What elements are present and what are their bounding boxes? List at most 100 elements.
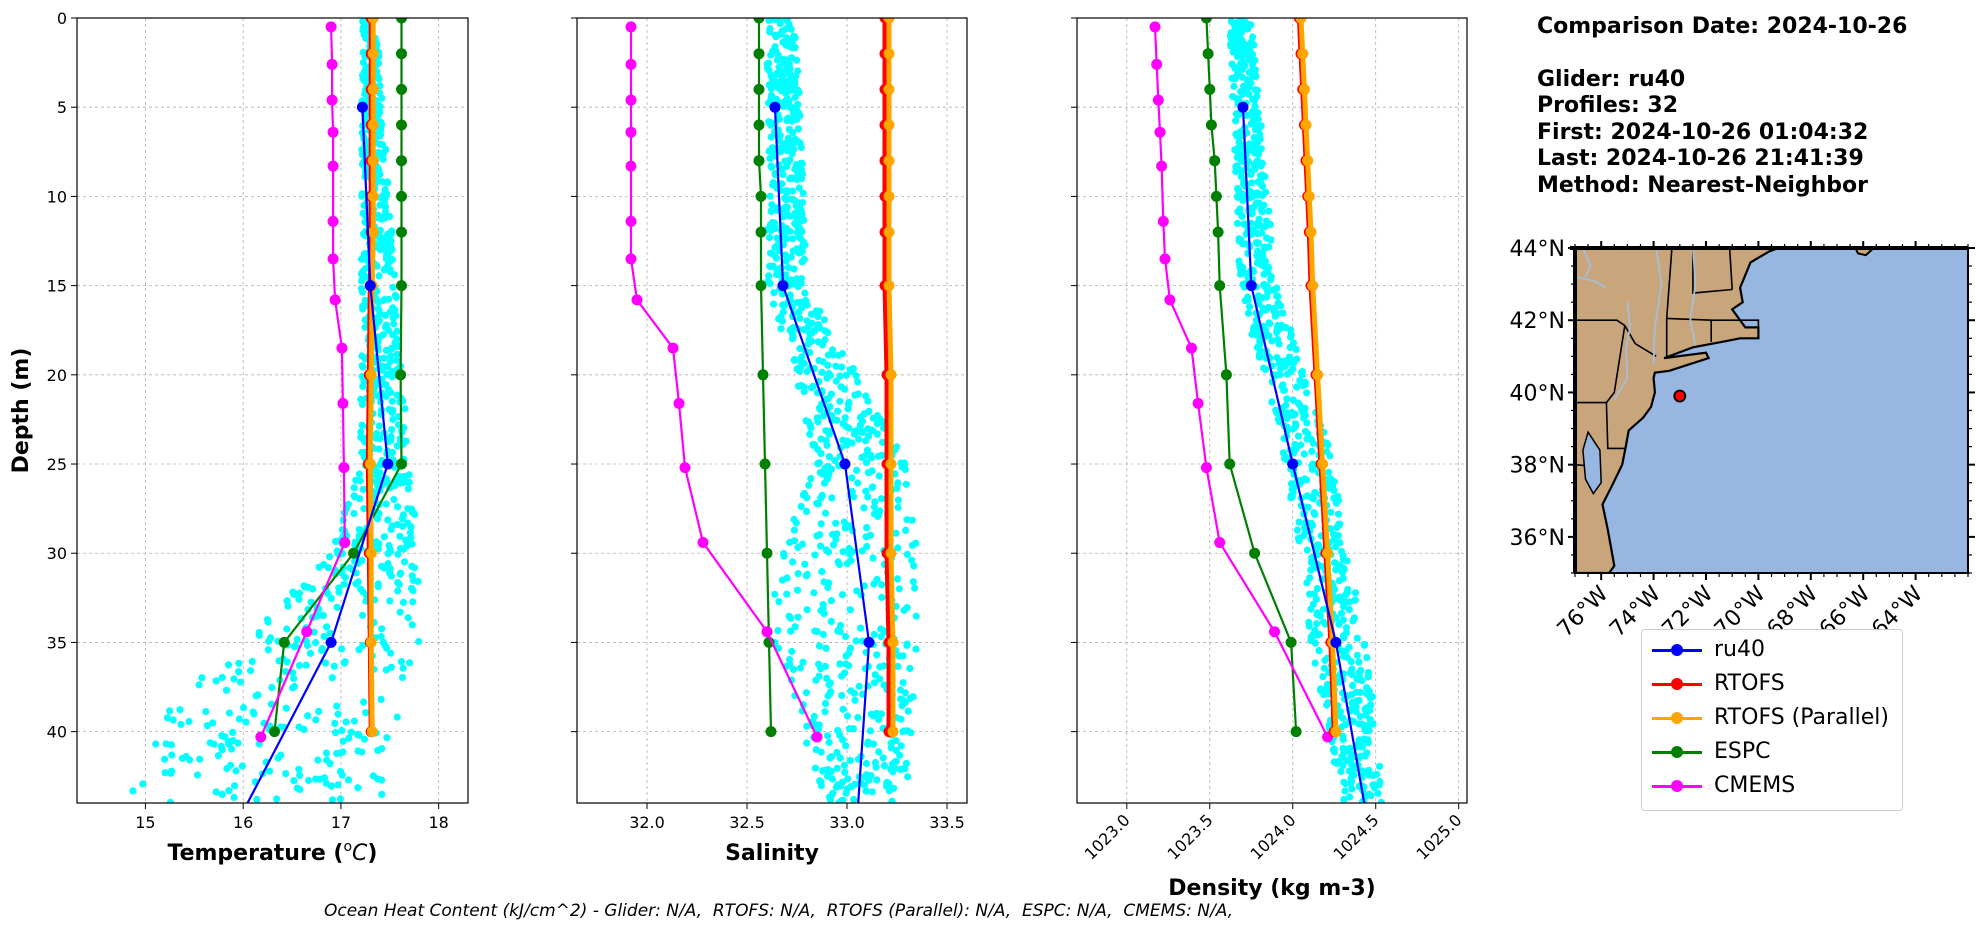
glider-scatter-point bbox=[1343, 557, 1351, 565]
glider-scatter-point bbox=[388, 397, 396, 405]
glider-scatter-point bbox=[772, 33, 780, 41]
series-point-rtofs-parallel bbox=[367, 226, 379, 238]
glider-scatter-point bbox=[888, 797, 896, 803]
glider-scatter-point bbox=[1261, 244, 1269, 252]
glider-scatter-point bbox=[1339, 744, 1347, 753]
glider-scatter-point bbox=[1236, 205, 1244, 213]
glider-scatter-point bbox=[318, 646, 326, 655]
glider-scatter-point bbox=[1377, 798, 1385, 803]
glider-scatter-point bbox=[846, 606, 855, 614]
glider-scatter-point bbox=[1258, 159, 1266, 167]
glider-scatter-point bbox=[878, 593, 886, 602]
glider-scatter-point bbox=[168, 751, 176, 759]
series-point-espc bbox=[269, 726, 280, 738]
glider-scatter-point bbox=[1359, 769, 1367, 777]
glider-scatter-point bbox=[827, 617, 835, 626]
glider-scatter-point bbox=[838, 691, 846, 700]
glider-scatter-point bbox=[793, 56, 801, 64]
glider-scatter-point bbox=[817, 542, 825, 550]
glider-scatter-point bbox=[798, 242, 807, 250]
glider-scatter-point bbox=[358, 288, 367, 296]
glider-scatter-point bbox=[356, 495, 364, 503]
glider-scatter-point bbox=[1346, 793, 1354, 801]
glider-scatter-point bbox=[392, 312, 400, 320]
glider-scatter-point bbox=[902, 759, 911, 768]
series-point-espc bbox=[755, 226, 767, 238]
glider-name: Glider: ru40 bbox=[1537, 66, 1686, 92]
map-lat-label: 42°N bbox=[1510, 309, 1565, 334]
glider-scatter-point bbox=[357, 428, 365, 436]
legend-label-espc: ESPC bbox=[1714, 739, 1771, 764]
glider-scatter-point bbox=[854, 713, 862, 722]
profile-count: Profiles: 32 bbox=[1537, 93, 1679, 118]
series-point-cmems bbox=[1200, 462, 1212, 474]
glider-scatter-point bbox=[361, 296, 369, 304]
glider-scatter-point bbox=[1236, 154, 1244, 163]
glider-scatter-point bbox=[1347, 658, 1355, 666]
glider-scatter-point bbox=[838, 350, 847, 358]
glider-scatter-point bbox=[901, 698, 910, 706]
glider-scatter-point bbox=[824, 692, 832, 700]
glider-scatter-point bbox=[235, 668, 243, 676]
x-tick-label: 15 bbox=[135, 813, 155, 832]
glider-scatter-point bbox=[769, 300, 778, 308]
glider-scatter-point bbox=[359, 588, 367, 596]
glider-scatter-point bbox=[1342, 624, 1351, 632]
series-point-ru40 bbox=[1245, 280, 1257, 292]
glider-scatter-point bbox=[789, 665, 798, 674]
glider-scatter-point bbox=[864, 469, 873, 477]
glider-scatter-point bbox=[390, 320, 398, 328]
glider-scatter-point bbox=[863, 542, 871, 551]
glider-scatter-point bbox=[375, 306, 383, 314]
glider-scatter-point bbox=[168, 767, 176, 775]
glider-scatter-point bbox=[1244, 309, 1252, 317]
glider-scatter-point bbox=[334, 781, 342, 789]
glider-scatter-point bbox=[790, 212, 798, 220]
glider-scatter-point bbox=[360, 698, 368, 706]
glider-scatter-point bbox=[198, 674, 206, 682]
glider-scatter-point bbox=[821, 464, 829, 472]
glider-scatter-point bbox=[783, 187, 791, 195]
glider-scatter-point bbox=[776, 19, 784, 27]
glider-scatter-point bbox=[860, 410, 868, 418]
glider-scatter-point bbox=[909, 693, 917, 701]
glider-scatter-point bbox=[398, 522, 407, 530]
glider-scatter-point bbox=[773, 69, 781, 77]
glider-scatter-point bbox=[387, 228, 395, 236]
x-axis-label-salinity: Salinity bbox=[725, 841, 819, 866]
glider-scatter-point bbox=[836, 628, 844, 636]
glider-scatter-point bbox=[1345, 606, 1353, 614]
glider-scatter-point bbox=[358, 362, 366, 370]
glider-scatter-point bbox=[876, 663, 884, 671]
glider-scatter-point bbox=[1257, 206, 1265, 214]
glider-scatter-point bbox=[825, 470, 833, 478]
glider-scatter-point bbox=[824, 732, 832, 740]
glider-scatter-point bbox=[812, 307, 820, 315]
glider-scatter-point bbox=[797, 279, 806, 288]
glider-scatter-point bbox=[1311, 639, 1319, 647]
glider-scatter-point bbox=[1237, 132, 1245, 140]
glider-scatter-point bbox=[814, 418, 822, 426]
glider-scatter-point bbox=[767, 207, 775, 215]
glider-scatter-point bbox=[902, 526, 910, 535]
series-point-cmems bbox=[337, 397, 349, 409]
glider-scatter-point bbox=[791, 165, 799, 173]
glider-scatter-point bbox=[265, 637, 273, 645]
glider-scatter-point bbox=[770, 289, 778, 297]
glider-scatter-point bbox=[793, 586, 802, 594]
glider-scatter-point bbox=[815, 721, 823, 729]
glider-scatter-point bbox=[789, 174, 797, 182]
glider-scatter-point bbox=[827, 597, 836, 605]
glider-scatter-point bbox=[363, 29, 371, 37]
glider-scatter-point bbox=[196, 755, 204, 763]
glider-scatter-point bbox=[769, 179, 777, 187]
glider-scatter-point bbox=[767, 85, 775, 93]
axes-frame bbox=[576, 17, 968, 804]
series-point-cmems bbox=[625, 215, 637, 227]
glider-scatter-point bbox=[404, 485, 412, 493]
glider-scatter-point bbox=[384, 295, 393, 303]
legend-marker-cmems bbox=[1671, 780, 1683, 792]
glider-scatter-point bbox=[375, 422, 383, 430]
glider-scatter-point bbox=[1361, 727, 1369, 735]
glider-scatter-point bbox=[777, 313, 785, 321]
